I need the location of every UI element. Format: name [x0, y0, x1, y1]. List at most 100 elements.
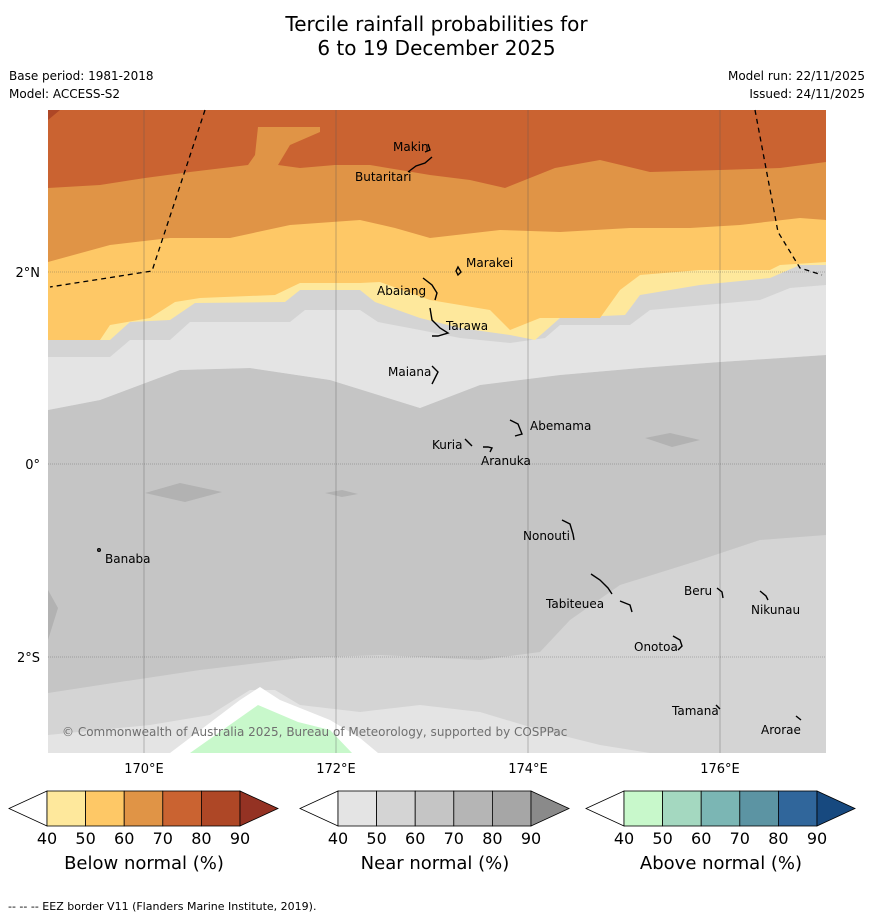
above-colorbar-tick: 70	[730, 829, 750, 848]
island-labels: Makin Butaritari Marakei Abaiang Tarawa …	[105, 140, 801, 737]
below-colorbar-extend-high	[239, 790, 279, 827]
above-colorbar-segment	[739, 790, 779, 827]
near-colorbar-tick: 40	[328, 829, 348, 848]
issued-date: Issued: 24/11/2025	[749, 87, 865, 101]
probability-field	[48, 110, 826, 753]
near-colorbar-tick: 70	[444, 829, 464, 848]
lon-label-172e: 172°E	[316, 762, 356, 777]
below-colorbar-segment	[123, 790, 164, 827]
axis-labels: 170°E 172°E 174°E 176°E 2°N 0° 2°S	[16, 266, 740, 777]
island-shape-nonouti	[561, 519, 575, 541]
lon-label-174e: 174°E	[508, 762, 548, 777]
label-butaritari: Butaritari	[355, 170, 412, 184]
colorbar-below-normal: 40 50 60 70 80 90	[8, 790, 279, 848]
near-colorbar-tick: 50	[366, 829, 386, 848]
near-colorbar-segment	[453, 790, 493, 827]
near-colorbar-tick: 80	[482, 829, 502, 848]
colorbar-near-normal: 40 50 60 70 80 90	[299, 790, 570, 848]
below-normal-80-corner	[48, 110, 60, 120]
above-colorbar-tick: 80	[768, 829, 788, 848]
below-colorbar-tick: 80	[191, 829, 211, 848]
below-colorbar-extend-low	[8, 790, 48, 827]
below-normal-70-region	[48, 110, 826, 188]
map-gridlines	[143, 110, 721, 753]
island-shape-onotoa	[672, 635, 683, 651]
map-figure: Makin Butaritari Marakei Abaiang Tarawa …	[8, 109, 856, 848]
near-colorbar-segment	[491, 790, 532, 827]
copyright-text: © Commonwealth of Australia 2025, Bureau…	[62, 725, 567, 739]
above-colorbar-tick: 50	[652, 829, 672, 848]
island-shape-beru	[716, 587, 724, 599]
island-shape-tabiteuea	[590, 573, 633, 613]
meta-left: Base period: 1981-2018 Model: ACCESS-S2	[9, 67, 154, 103]
eez-borders	[49, 109, 823, 288]
island-shape-abemama	[509, 419, 523, 437]
above-colorbar-tick: 90	[807, 829, 827, 848]
label-abemama: Abemama	[530, 419, 591, 433]
lat-label-0: 0°	[25, 458, 40, 473]
below-colorbar-segment	[46, 790, 86, 827]
island-shape-abaiang	[422, 277, 438, 301]
above-colorbar-extend-low	[585, 790, 625, 827]
island-shape-maiana	[431, 365, 439, 385]
island-shape-banaba	[96, 548, 101, 553]
title-line-2: 6 to 19 December 2025	[317, 36, 556, 60]
above-colorbar-segment	[662, 790, 702, 827]
below-colorbar-tick: 40	[37, 829, 57, 848]
near-normal-70-patch-west	[145, 483, 222, 502]
near-colorbar-segment	[337, 790, 377, 827]
title-line-1: Tercile rainfall probabilities for	[285, 12, 588, 36]
label-marakei: Marakei	[466, 256, 513, 270]
below-colorbar-segment	[200, 790, 241, 827]
island-shape-marakei	[455, 265, 462, 277]
island-shape-makin	[424, 143, 431, 153]
model-name: Model: ACCESS-S2	[9, 87, 121, 101]
below-colorbar-segment	[85, 790, 125, 827]
above-normal-40-region	[190, 705, 352, 753]
near-colorbar-tick: 90	[521, 829, 541, 848]
colorbar-above-normal: 40 50 60 70 80 90	[585, 790, 856, 848]
below-colorbar-tick: 50	[75, 829, 95, 848]
map-parallels	[48, 271, 826, 658]
near-colorbar-segment	[414, 790, 455, 827]
island-outlines	[96, 143, 802, 721]
near-colorbar-extend-high	[530, 790, 570, 827]
label-tabiteuea: Tabiteuea	[545, 597, 604, 611]
near-normal-70-patch-edge	[48, 590, 58, 640]
above-colorbar-tick: 40	[614, 829, 634, 848]
label-aranuka: Aranuka	[481, 454, 531, 468]
label-kuria: Kuria	[432, 438, 463, 452]
near-normal-70-patch-east	[645, 433, 700, 447]
eez-footnote: -- -- -- EEZ border V11 (Flanders Marine…	[8, 900, 317, 913]
above-colorbar-tick: 60	[691, 829, 711, 848]
legend-title-below: Below normal (%)	[64, 853, 224, 874]
label-makin: Makin	[393, 140, 429, 154]
near-normal-60-region	[48, 355, 826, 693]
label-nonouti: Nonouti	[523, 529, 570, 543]
label-banaba: Banaba	[105, 552, 151, 566]
below-colorbar-tick: 60	[114, 829, 134, 848]
legend-title-above: Above normal (%)	[639, 853, 803, 874]
near-normal-40-region	[48, 285, 826, 410]
island-shape-nikunau	[759, 590, 769, 601]
label-arorae: Arorae	[761, 723, 801, 737]
above-colorbar-extend-high	[816, 790, 856, 827]
meta-right: Model run: 22/11/2025 Issued: 24/11/2025	[728, 67, 865, 103]
eez-border-west	[49, 109, 206, 288]
island-shape-tarawa	[429, 307, 450, 337]
below-colorbar-tick: 70	[153, 829, 173, 848]
lon-label-176e: 176°E	[700, 762, 740, 777]
label-tamana: Tamana	[671, 704, 719, 718]
map-title: Tercile rainfall probabilities for 6 to …	[0, 12, 873, 60]
lat-label-2n: 2°N	[16, 266, 41, 281]
near-colorbar-segment	[376, 790, 416, 827]
above-colorbar-segment	[778, 790, 818, 827]
above-colorbar-segment	[623, 790, 663, 827]
lat-label-2s: 2°S	[17, 651, 40, 666]
below-colorbar-segment	[162, 790, 202, 827]
label-abaiang: Abaiang	[377, 284, 426, 298]
label-nikunau: Nikunau	[751, 603, 800, 617]
eez-border-east	[754, 109, 823, 276]
island-shape-aranuka	[483, 446, 494, 453]
near-colorbar-extend-low	[299, 790, 339, 827]
